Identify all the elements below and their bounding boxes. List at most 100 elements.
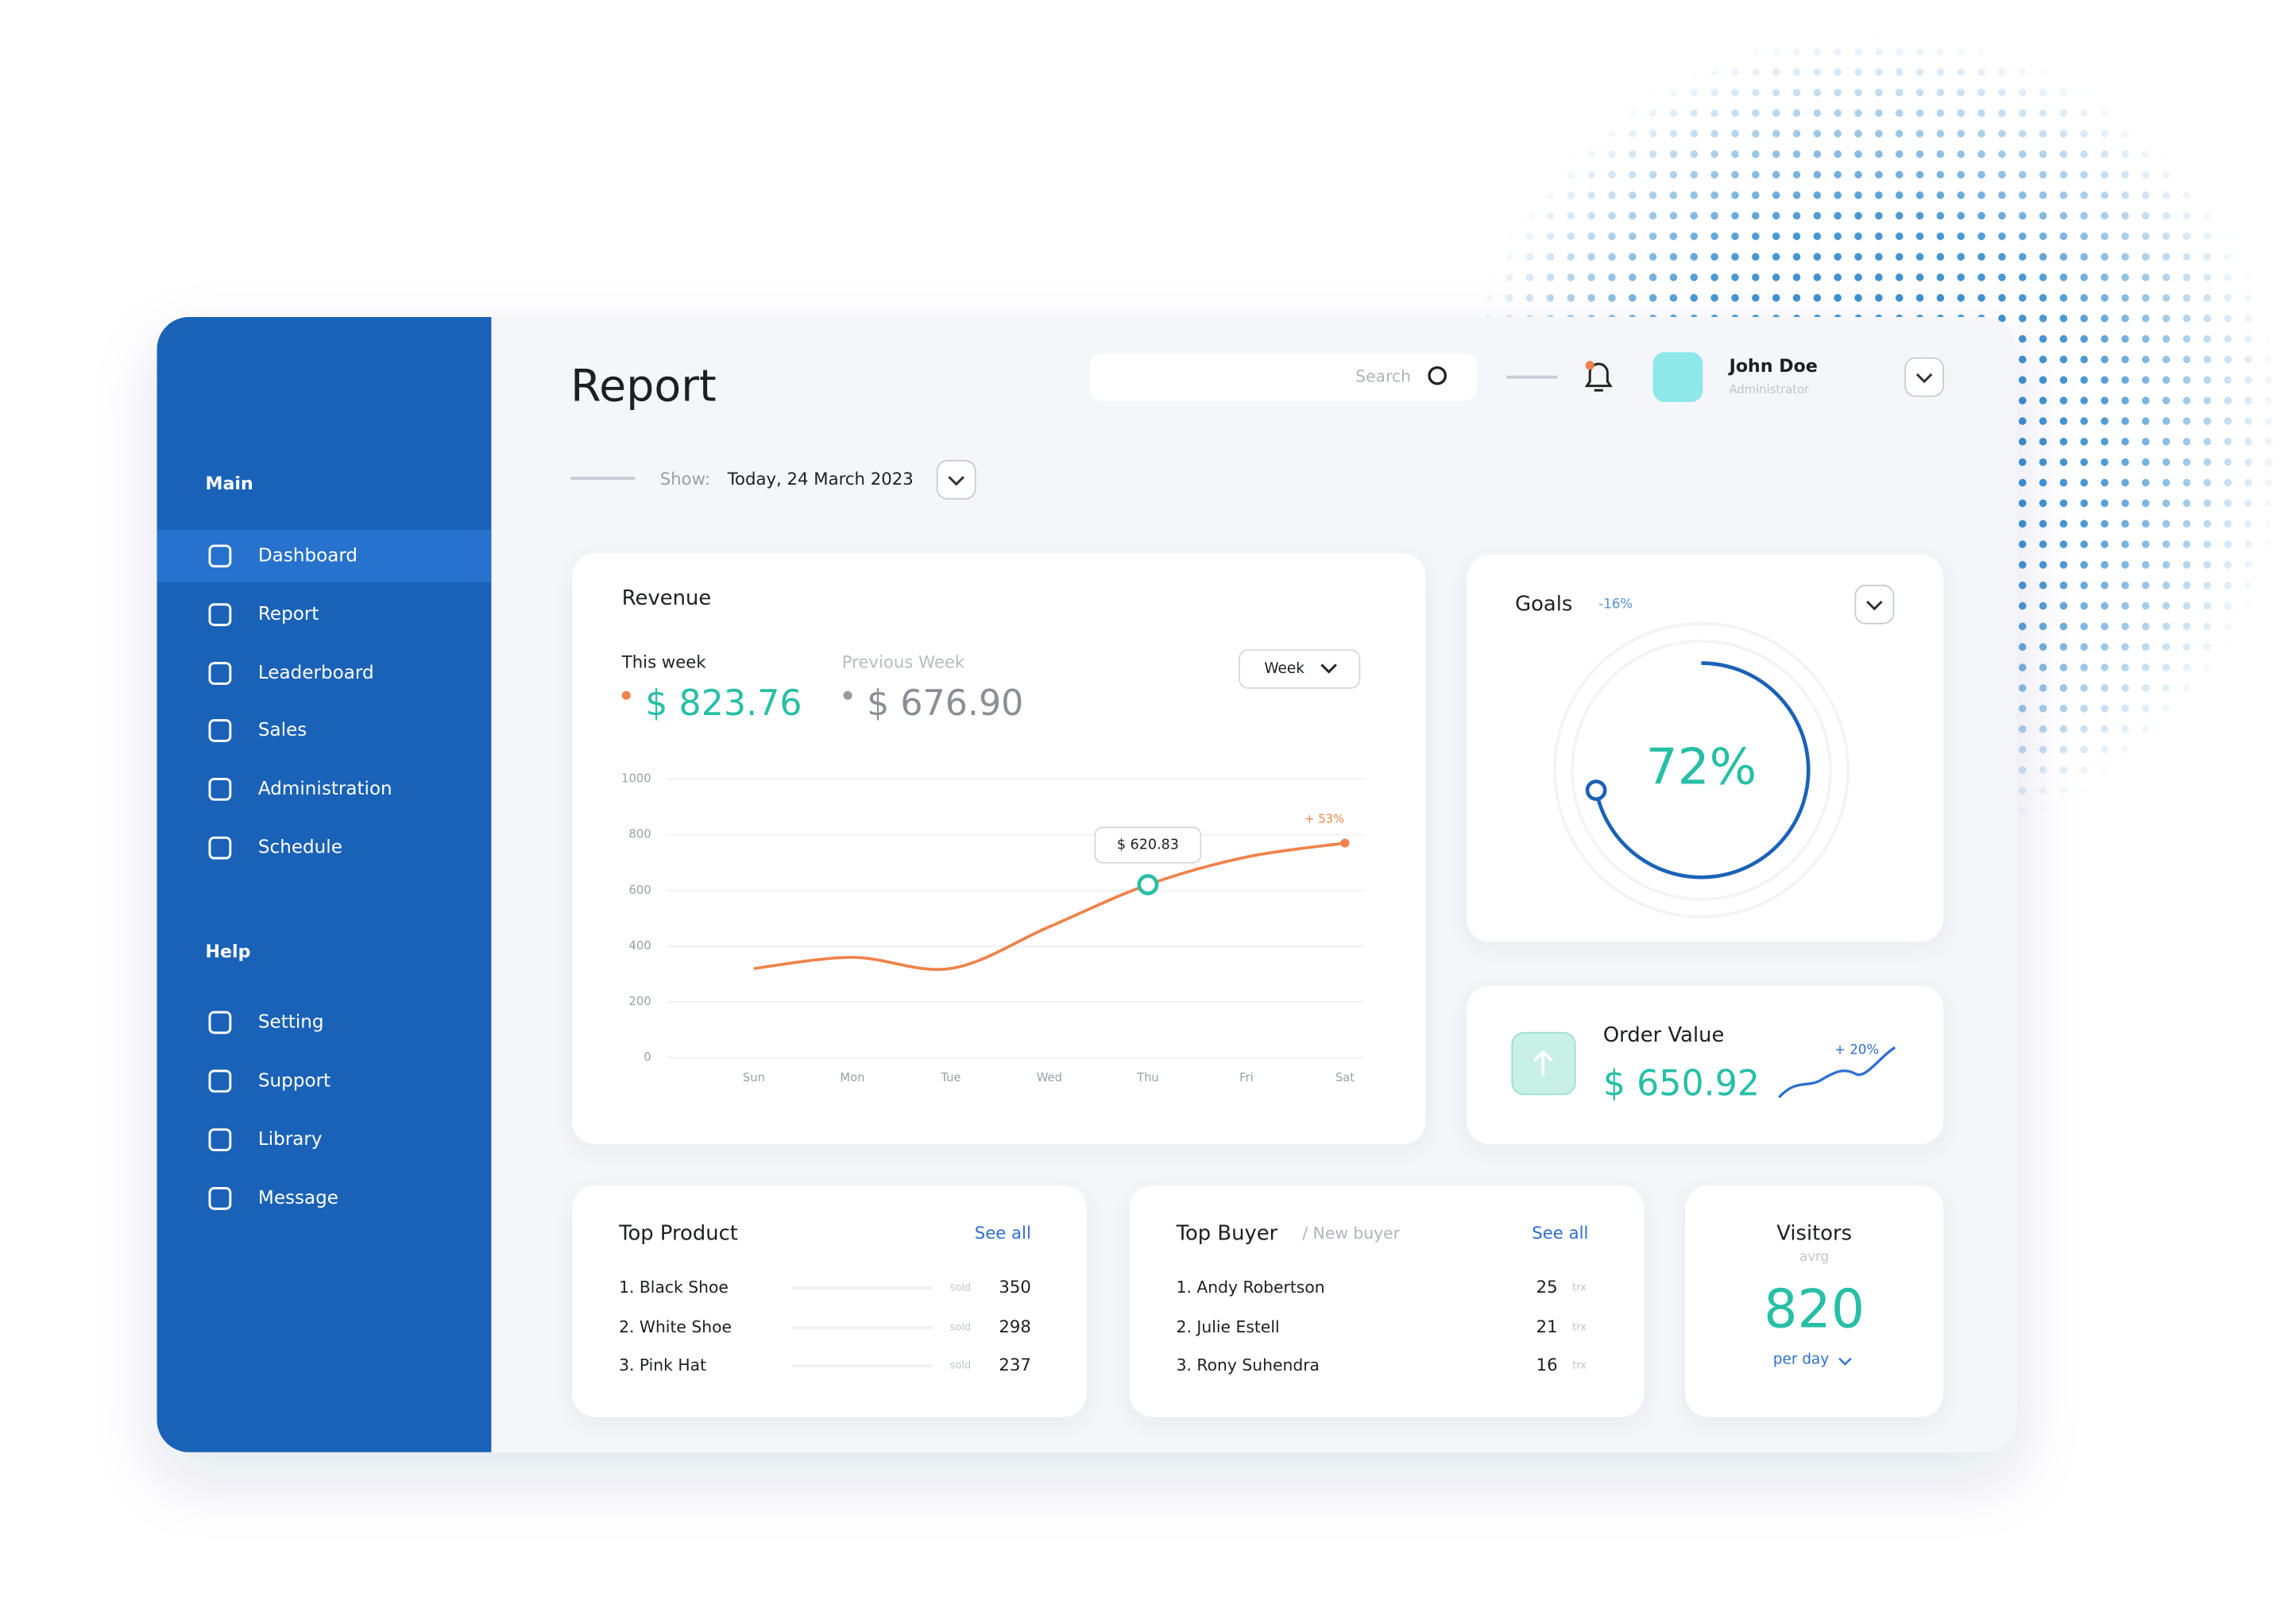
y-tick-label: 600	[629, 884, 651, 897]
change-annotation: + 53%	[1304, 813, 1344, 826]
nav-icon	[208, 1128, 232, 1152]
sold-unit: sold	[950, 1321, 971, 1333]
x-tick-label: Mon	[840, 1071, 864, 1085]
x-tick-label: Sat	[1335, 1071, 1355, 1085]
chevron-icon	[1866, 601, 1883, 611]
order-change: + 20%	[1834, 1042, 1879, 1058]
nav-item[interactable]: Leaderboard	[258, 663, 374, 683]
nav-item[interactable]: Setting	[258, 1011, 324, 1032]
sold-unit: sold	[950, 1359, 971, 1371]
user-name: John Doe	[1728, 356, 1818, 377]
card-title: Top Product	[618, 1221, 738, 1245]
ring-decoration	[1571, 640, 1832, 901]
user-role: Administrator	[1730, 383, 1810, 396]
nav-item[interactable]: Library	[258, 1129, 323, 1150]
card-title: Top Buyer	[1176, 1221, 1278, 1245]
card-subtitle: avrg	[1799, 1249, 1829, 1264]
chevron-icon	[1320, 663, 1337, 674]
card-title: Goals	[1515, 592, 1572, 616]
chevron-icon	[948, 476, 964, 486]
transaction-count: 25	[1536, 1278, 1558, 1297]
product-name: 3. Pink Hat	[619, 1355, 706, 1375]
y-tick-label: 0	[644, 1050, 651, 1064]
active-item-highlight	[157, 529, 492, 583]
nav-item[interactable]: Message	[258, 1188, 338, 1208]
nav-item[interactable]: Schedule	[258, 837, 342, 858]
chevron-icon	[1838, 1357, 1852, 1366]
top-product-card	[572, 1185, 1087, 1417]
nav-icon	[208, 544, 232, 568]
y-tick-label: 400	[629, 939, 651, 953]
buyer-name: 2. Julie Estell	[1177, 1317, 1280, 1336]
legend-dot	[621, 690, 631, 700]
sidebar	[157, 316, 492, 1452]
y-tick-label: 800	[629, 828, 651, 841]
revenue-line	[753, 841, 1346, 972]
transaction-count: 21	[1536, 1317, 1558, 1337]
sidebar-section-title: Main	[205, 474, 253, 494]
ring-decoration	[1553, 621, 1849, 918]
goal-handle	[1585, 779, 1607, 802]
see-all-link[interactable]: See all	[975, 1224, 1031, 1243]
visitors-value: 820	[1764, 1278, 1865, 1340]
show-label: Show:	[660, 470, 710, 489]
notification-dot	[1585, 361, 1594, 370]
see-all-link[interactable]: See all	[1532, 1224, 1588, 1243]
nav-icon	[208, 1011, 232, 1034]
tooltip	[1094, 826, 1202, 864]
tooltip-label: $ 620.83	[1117, 837, 1179, 853]
card-title: Revenue	[622, 586, 711, 610]
sparkline	[1778, 1046, 1896, 1099]
nav-item[interactable]: Administration	[258, 779, 392, 799]
nav-icon	[208, 603, 232, 627]
end-point	[1340, 838, 1350, 848]
transaction-unit: trx	[1572, 1282, 1587, 1294]
card-subtitle: / New buyer	[1302, 1224, 1400, 1243]
buyer-name: 1. Andy Robertson	[1177, 1278, 1325, 1297]
transaction-count: 16	[1536, 1355, 1558, 1375]
transaction-unit: trx	[1572, 1321, 1587, 1333]
sidebar-section-title: Help	[205, 942, 250, 962]
goals-dropdown[interactable]	[1854, 584, 1895, 624]
period-dropdown[interactable]	[1239, 649, 1361, 689]
highlight-point	[1137, 874, 1159, 895]
period-label: Week	[1264, 660, 1304, 677]
goals-card	[1467, 555, 1944, 942]
nav-icon	[208, 1187, 232, 1210]
date-dropdown[interactable]	[936, 459, 976, 500]
visitors-unit: per day	[1773, 1351, 1830, 1368]
goal-percent: 72%	[1646, 737, 1757, 795]
transaction-unit: trx	[1572, 1359, 1587, 1371]
goal-arc	[1594, 661, 1811, 880]
avatar	[1652, 352, 1703, 402]
order-value-card	[1467, 985, 1944, 1145]
this-week-label: This week	[621, 653, 707, 673]
sold-count: 350	[999, 1278, 1031, 1297]
user-menu-button[interactable]	[1904, 357, 1945, 397]
x-tick-label: Sun	[743, 1071, 765, 1085]
bell-icon[interactable]	[1584, 362, 1613, 392]
nav-icon	[208, 836, 232, 860]
content: Main Dashboard Report Leaderboard Sales Admin…	[205, 352, 1945, 1417]
date: Today, 24 March 2023	[727, 470, 914, 489]
nav-item[interactable]: Report	[258, 604, 319, 624]
arrow-up-icon	[1532, 1050, 1553, 1076]
product-name: 2. White Shoe	[619, 1317, 732, 1336]
chevron-icon	[1915, 373, 1933, 384]
search-box[interactable]	[1089, 354, 1478, 401]
goals-change: -16%	[1598, 596, 1633, 611]
card-title: Visitors	[1776, 1221, 1852, 1245]
x-tick-label: Wed	[1037, 1071, 1062, 1085]
nav-item[interactable]: Sales	[258, 720, 307, 740]
nav-item[interactable]: Support	[258, 1070, 330, 1091]
nav-icon	[208, 662, 232, 685]
nav-item[interactable]: Dashboard	[258, 545, 358, 566]
search-placeholder: Search	[1355, 367, 1411, 386]
top-buyer-card	[1129, 1185, 1644, 1417]
previous-week-label: Previous Week	[842, 653, 965, 673]
y-tick-label: 1000	[621, 771, 651, 785]
nav-icon	[208, 1069, 232, 1093]
nav-icon	[208, 719, 232, 742]
legend-dot	[843, 690, 852, 700]
